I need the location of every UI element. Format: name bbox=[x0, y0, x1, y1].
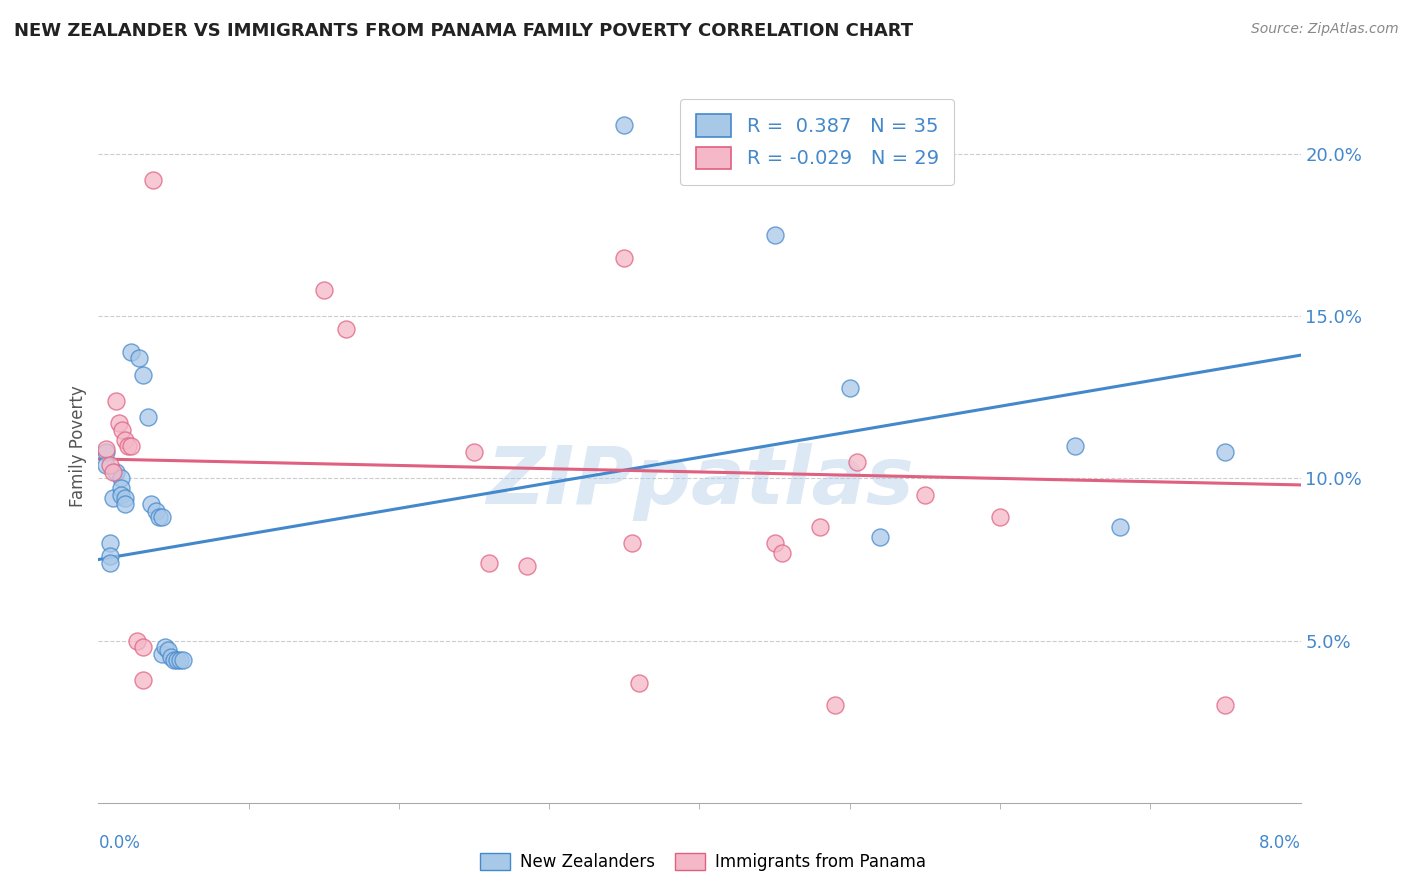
Point bbox=[463, 445, 485, 459]
Point bbox=[312, 283, 335, 297]
Point bbox=[613, 251, 636, 265]
Point bbox=[121, 345, 143, 359]
Point bbox=[824, 698, 846, 713]
Point bbox=[770, 546, 793, 560]
Point bbox=[114, 491, 136, 505]
Point bbox=[141, 173, 163, 187]
Point bbox=[132, 368, 155, 382]
Text: ZIPpatlas: ZIPpatlas bbox=[485, 442, 914, 521]
Point bbox=[169, 653, 191, 667]
Text: 8.0%: 8.0% bbox=[1258, 834, 1301, 852]
Point bbox=[103, 465, 125, 479]
Legend: R =  0.387   N = 35, R = -0.029   N = 29: R = 0.387 N = 35, R = -0.029 N = 29 bbox=[681, 99, 955, 185]
Point bbox=[150, 647, 173, 661]
Point bbox=[105, 465, 128, 479]
Point bbox=[156, 643, 179, 657]
Point bbox=[110, 481, 132, 495]
Point bbox=[869, 530, 891, 544]
Point bbox=[127, 633, 149, 648]
Point bbox=[94, 445, 117, 459]
Point bbox=[94, 458, 117, 473]
Point bbox=[763, 228, 786, 243]
Text: Source: ZipAtlas.com: Source: ZipAtlas.com bbox=[1251, 22, 1399, 37]
Point bbox=[114, 433, 136, 447]
Point bbox=[103, 491, 125, 505]
Point bbox=[100, 536, 122, 550]
Point bbox=[838, 381, 860, 395]
Point bbox=[128, 351, 150, 366]
Point bbox=[478, 556, 501, 570]
Point bbox=[172, 653, 194, 667]
Point bbox=[150, 510, 173, 524]
Point bbox=[148, 510, 170, 524]
Point bbox=[110, 488, 132, 502]
Point bbox=[846, 455, 869, 469]
Point bbox=[110, 471, 132, 485]
Point bbox=[94, 442, 117, 457]
Text: 0.0%: 0.0% bbox=[98, 834, 141, 852]
Point bbox=[159, 649, 181, 664]
Point bbox=[117, 439, 139, 453]
Point bbox=[620, 536, 643, 550]
Point bbox=[111, 423, 134, 437]
Point bbox=[145, 504, 167, 518]
Text: NEW ZEALANDER VS IMMIGRANTS FROM PANAMA FAMILY POVERTY CORRELATION CHART: NEW ZEALANDER VS IMMIGRANTS FROM PANAMA … bbox=[14, 22, 912, 40]
Point bbox=[100, 549, 122, 564]
Point bbox=[132, 673, 155, 687]
Point bbox=[105, 393, 128, 408]
Point bbox=[153, 640, 176, 654]
Point bbox=[100, 458, 122, 473]
Point bbox=[162, 653, 184, 667]
Point bbox=[628, 675, 651, 690]
Point bbox=[136, 409, 159, 424]
Point bbox=[516, 559, 538, 574]
Point bbox=[1064, 439, 1087, 453]
Point bbox=[132, 640, 155, 654]
Point bbox=[139, 497, 162, 511]
Point bbox=[1215, 445, 1237, 459]
Point bbox=[1215, 698, 1237, 713]
Point bbox=[335, 322, 357, 336]
Point bbox=[1109, 520, 1132, 534]
Point bbox=[100, 556, 122, 570]
Point bbox=[108, 417, 131, 431]
Legend: New Zealanders, Immigrants from Panama: New Zealanders, Immigrants from Panama bbox=[471, 845, 935, 880]
Point bbox=[166, 653, 188, 667]
Point bbox=[121, 439, 143, 453]
Point bbox=[763, 536, 786, 550]
Point bbox=[914, 488, 936, 502]
Y-axis label: Family Poverty: Family Poverty bbox=[69, 385, 87, 507]
Point bbox=[613, 118, 636, 132]
Point bbox=[114, 497, 136, 511]
Point bbox=[988, 510, 1011, 524]
Point bbox=[808, 520, 831, 534]
